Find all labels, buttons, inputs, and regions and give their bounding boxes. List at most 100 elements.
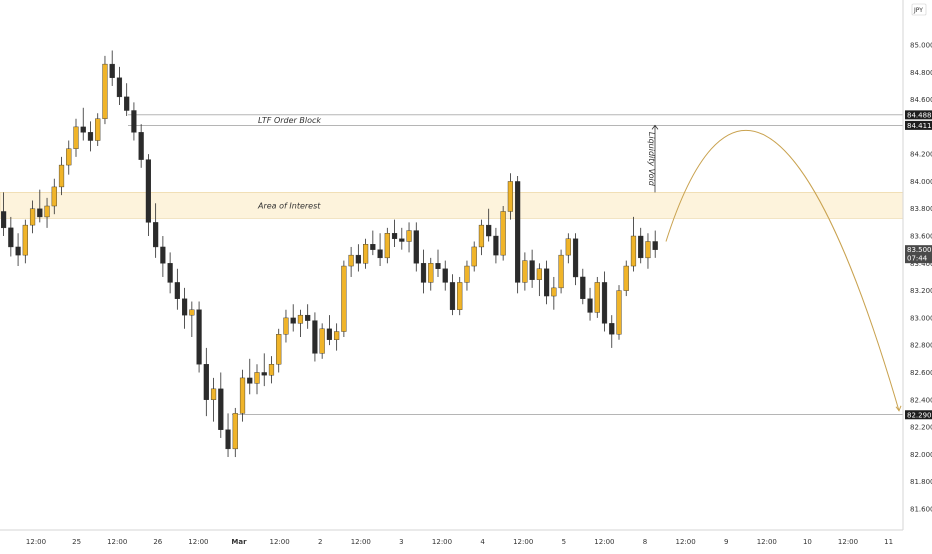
candle-body	[51, 186, 57, 207]
candle-body	[391, 233, 398, 239]
price-badge	[905, 410, 932, 420]
candle-body	[131, 110, 137, 133]
candle-body	[572, 238, 579, 278]
candle-body	[73, 126, 79, 149]
candle-body	[544, 268, 550, 297]
candle-body	[522, 260, 528, 283]
candle-body	[377, 249, 383, 259]
y-tick-label: 84.000	[910, 178, 932, 186]
candle-body	[493, 235, 499, 256]
candle-body	[449, 282, 456, 310]
candle-body	[189, 309, 195, 316]
y-tick-label: 83.000	[910, 314, 932, 322]
annotations-layer: Liquidity Void	[647, 124, 902, 412]
y-tick-label: 83.200	[910, 287, 932, 295]
candle-body	[594, 282, 600, 313]
candle-body	[283, 317, 289, 335]
price-badge	[905, 120, 932, 130]
candle-body	[609, 323, 615, 335]
x-tick-label: 10	[803, 538, 812, 546]
price-badge-value: 84.488	[907, 111, 932, 119]
y-tick-label: 81.600	[910, 505, 932, 513]
candle-body	[341, 265, 347, 332]
x-tick-label: 25	[72, 538, 81, 546]
x-tick-label: 8	[643, 538, 647, 546]
order-block-label: LTF Order Block	[258, 116, 321, 125]
x-tick-label: 5	[562, 538, 566, 546]
y-tick-label: 82.000	[910, 451, 932, 459]
candle-body	[623, 265, 629, 291]
candle-body	[87, 132, 94, 141]
candle-body	[37, 208, 43, 218]
x-tick-label: Mar	[231, 538, 247, 546]
y-tick-label: 83.600	[910, 233, 932, 241]
candle-body	[500, 211, 506, 256]
candle-body	[210, 388, 217, 400]
candle-body	[652, 241, 658, 250]
candle-body	[15, 246, 21, 256]
candle-body	[196, 309, 202, 365]
candle-body	[95, 118, 101, 141]
candle-body	[616, 290, 622, 335]
candle-body	[413, 230, 419, 264]
candle-body	[406, 230, 412, 242]
area-of-interest-label: Area of Interest	[257, 201, 321, 210]
candle-body	[348, 254, 354, 267]
y-tick-label: 84.600	[910, 96, 932, 104]
candle-body	[507, 181, 514, 212]
projection-arc	[665, 130, 900, 411]
candle-body	[1, 211, 7, 229]
candle-body	[319, 328, 325, 354]
x-tick-label: 12:00	[676, 538, 696, 546]
x-tick-label: 12:00	[270, 538, 290, 546]
y-axis[interactable]: 85.00084.80084.60084.40084.20084.00083.8…	[902, 0, 932, 530]
x-axis[interactable]: 12:00 25 12:00 26 12:00 Mar 12:00 2 12:00 3 12:00 4…	[0, 529, 903, 546]
y-tick-label: 82.200	[910, 424, 932, 432]
price-badge	[905, 245, 932, 264]
x-tick-label: 12:00	[351, 538, 371, 546]
candle-body	[254, 372, 260, 384]
x-tick-label: 12:00	[757, 538, 777, 546]
price-badge-value: 84.411	[907, 122, 932, 130]
x-tick-label: 12:00	[594, 538, 614, 546]
area-of-interest-zone	[0, 192, 904, 219]
x-tick-label: 3	[399, 538, 403, 546]
candle-body	[116, 77, 123, 98]
candle-body	[464, 265, 470, 283]
candle-body	[239, 377, 246, 414]
candle-body	[181, 298, 188, 316]
candle-body	[486, 224, 492, 237]
candle-body	[471, 246, 477, 267]
candle-body	[8, 227, 14, 248]
currency-badge-label: JPY	[913, 7, 923, 14]
candle-body	[153, 222, 159, 248]
price-badge	[905, 110, 932, 120]
x-tick-label: 12:00	[188, 538, 208, 546]
candle-body	[138, 132, 144, 160]
candle-body	[601, 282, 608, 324]
candle-body	[428, 263, 434, 283]
y-tick-label: 81.800	[910, 478, 932, 486]
candle-body	[203, 364, 209, 400]
candle-body	[102, 63, 108, 119]
candle-body	[370, 244, 376, 250]
candle-body	[109, 63, 115, 78]
x-tick-label: 12:00	[432, 538, 452, 546]
candle-body	[124, 96, 130, 111]
x-tick-label: 12:00	[107, 538, 127, 546]
candle-body	[22, 224, 28, 256]
x-tick-label: 4	[480, 538, 485, 546]
y-tick-label: 84.800	[910, 69, 932, 77]
projection-arrowhead	[895, 405, 902, 412]
liquidity-void-label: Liquidity Void	[647, 132, 656, 187]
candle-body	[145, 159, 152, 223]
x-tick-label: 12:00	[26, 538, 46, 546]
candle-body	[218, 388, 224, 430]
candle-body	[261, 372, 267, 376]
candle-body	[442, 268, 448, 283]
candle-body	[167, 263, 173, 283]
candle-body	[290, 317, 296, 324]
liquidity-void-arrowhead	[651, 124, 659, 130]
